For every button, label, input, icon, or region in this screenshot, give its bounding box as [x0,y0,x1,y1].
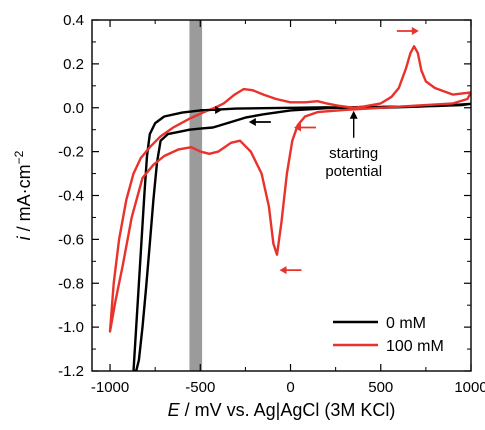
arrow-head [248,118,256,127]
y-tick-label: -0.2 [58,144,84,161]
arrow-head [279,266,287,275]
arrow-head [215,105,223,114]
direction-arrow-left [293,123,316,132]
y-tick-label: -1.2 [58,363,84,380]
legend-label: 100 mM [386,338,444,355]
annotation-text: potential [325,163,382,180]
series-line-100mM [108,45,471,333]
x-axis-label: E / mV vs. Ag|AgCl (3M KCl) [168,400,396,420]
y-tick-label: -1.0 [58,319,84,336]
arrow-head [293,123,301,132]
y-axis-label: i / mA·cm−2 [12,150,34,240]
direction-arrow-right [200,105,223,114]
y-tick-label: 0.4 [63,12,84,29]
annotation-arrow-head [349,110,358,119]
x-tick-label: 0 [286,379,294,396]
direction-arrow-left [248,118,271,127]
y-axis-label-symbol: i [14,235,34,240]
legend-label: 0 mM [386,315,426,332]
y-tick-label: -0.4 [58,188,84,205]
x-tick-label: -500 [185,379,215,396]
annotation-text: starting [329,145,378,162]
x-tick-label: 1000 [454,379,485,396]
series-group [108,45,471,371]
y-axis-label-superscript: −2 [12,150,26,164]
y-axis-label-text: / mA·cm [14,164,34,236]
y-tick-label: 0.2 [63,56,84,73]
shaded-band [189,20,203,371]
y-tick-label: -0.6 [58,231,84,248]
direction-arrow-left [279,266,302,275]
arrow-head [411,26,419,35]
legend: 0 mM 100 mM [333,315,444,355]
x-tick-label: -1000 [91,379,129,396]
direction-arrow-right [396,26,419,35]
x-tick-label: 500 [368,379,393,396]
x-axis-label-text: / mV vs. Ag|AgCl (3M KCl) [180,400,396,420]
y-tick-label: 0.0 [63,100,84,117]
x-axis-label-symbol: E [168,400,181,420]
y-tick-label: -0.8 [58,275,84,292]
